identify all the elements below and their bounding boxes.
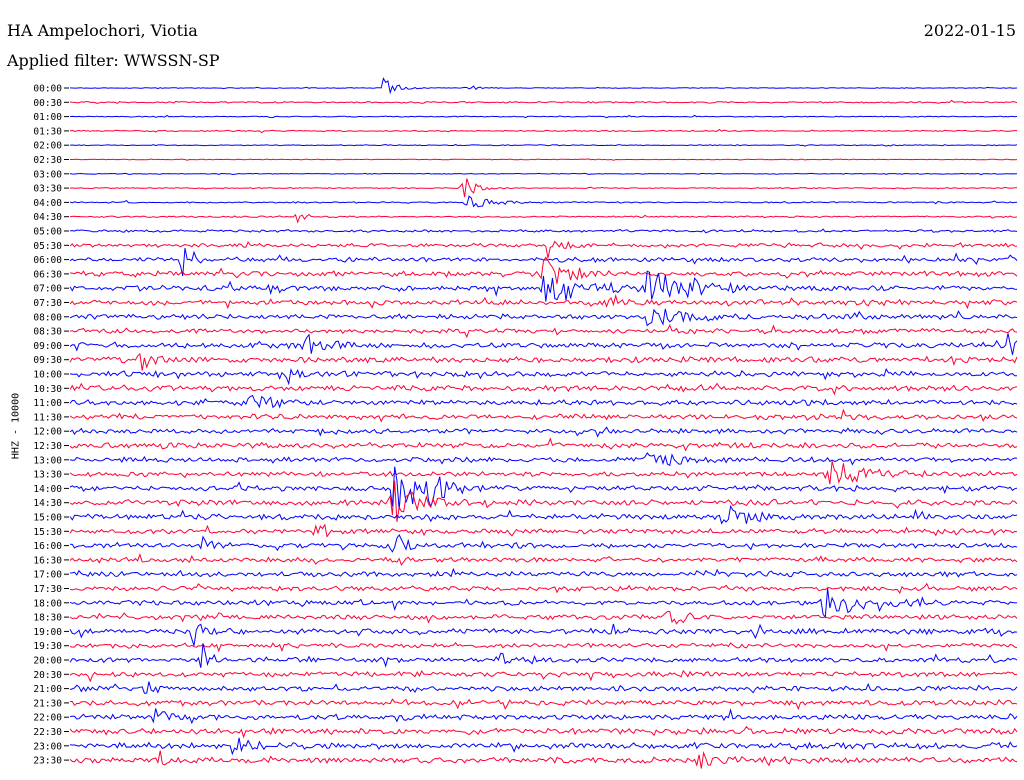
- trace-1400: [69, 466, 1018, 511]
- trace-0300: [69, 172, 1018, 176]
- row-time-label: 02:30: [33, 155, 62, 166]
- trace-0430: [69, 213, 1018, 224]
- row-time-label: 16:30: [33, 555, 62, 566]
- trace-0030: [69, 99, 1018, 104]
- trace-0730: [69, 293, 1018, 310]
- trace-1900: [69, 623, 1018, 646]
- row-time-label: 21:00: [33, 684, 62, 695]
- trace-1230: [69, 437, 1018, 452]
- row-time-label: 01:30: [33, 126, 62, 137]
- row-time-label: 19:30: [33, 641, 62, 652]
- row-time-label: 23:00: [33, 741, 62, 752]
- trace-1030: [69, 382, 1018, 396]
- trace-2230: [69, 725, 1018, 739]
- row-time-label: 06:30: [33, 269, 62, 280]
- row-time-label: 08:00: [33, 312, 62, 323]
- trace-2200: [69, 708, 1018, 725]
- trace-0000: [69, 77, 1018, 95]
- trace-1100: [69, 394, 1018, 409]
- row-time-label: 18:00: [33, 598, 62, 609]
- trace-2300: [69, 737, 1018, 756]
- trace-1800: [69, 588, 1018, 619]
- trace-1700: [69, 567, 1018, 578]
- trace-1730: [69, 582, 1018, 595]
- row-time-label: 10:00: [33, 370, 62, 381]
- row-time-label: 10:30: [33, 384, 62, 395]
- trace-1330: [69, 461, 1018, 485]
- row-time-label: 00:30: [33, 98, 62, 109]
- trace-0900: [69, 333, 1018, 355]
- trace-0930: [69, 353, 1018, 371]
- trace-0700: [69, 270, 1018, 302]
- filter-label: Applied filter: WWSSN-SP: [7, 51, 220, 70]
- row-time-label: 13:00: [33, 455, 62, 466]
- trace-0230: [70, 158, 1018, 161]
- trace-0800: [69, 308, 1018, 327]
- row-time-label: 20:00: [33, 656, 62, 667]
- station-title: HA Ampelochori, Viotia: [7, 21, 198, 40]
- row-time-label: 03:00: [33, 169, 62, 180]
- trace-1530: [69, 523, 1018, 538]
- row-time-label: 17:30: [33, 584, 62, 595]
- row-time-label: 04:30: [33, 212, 62, 223]
- row-time-label: 02:00: [33, 141, 62, 152]
- row-time-label: 19:00: [33, 627, 62, 638]
- row-time-label: 16:00: [33, 541, 62, 552]
- trace-0400: [69, 195, 1018, 208]
- trace-1300: [69, 452, 1018, 467]
- trace-2130: [70, 698, 1018, 711]
- row-time-label: 21:30: [33, 698, 62, 709]
- row-time-label: 12:00: [33, 427, 62, 438]
- trace-2330: [69, 750, 1018, 769]
- row-time-label: 20:30: [33, 670, 62, 681]
- date-label: 2022-01-15: [923, 21, 1016, 40]
- trace-1500: [69, 504, 1018, 525]
- trace-1830: [69, 610, 1018, 625]
- trace-1930: [69, 641, 1018, 653]
- trace-0200: [69, 143, 1018, 147]
- trace-0500: [69, 228, 1018, 234]
- row-time-label: 08:30: [33, 327, 62, 338]
- row-time-label: 09:30: [33, 355, 62, 366]
- trace-2030: [69, 669, 1018, 683]
- row-time-label: 05:30: [33, 241, 62, 252]
- row-time-label: 12:30: [33, 441, 62, 452]
- row-time-label: 07:00: [33, 284, 62, 295]
- row-time-label: 15:00: [33, 513, 62, 524]
- row-time-label: 11:30: [33, 412, 62, 423]
- row-time-label: 18:30: [33, 613, 62, 624]
- trace-0330: [69, 178, 1018, 198]
- row-time-label: 14:30: [33, 498, 62, 509]
- row-time-label: 11:00: [33, 398, 62, 409]
- trace-1130: [69, 408, 1018, 423]
- row-time-label: 22:30: [33, 727, 62, 738]
- trace-1600: [69, 534, 1018, 553]
- trace-1430: [69, 480, 1018, 522]
- row-time-label: 04:00: [33, 198, 62, 209]
- row-time-label: 01:00: [33, 112, 62, 123]
- row-time-label: 06:00: [33, 255, 62, 266]
- row-time-label: 22:00: [33, 713, 62, 724]
- row-time-label: 00:00: [33, 84, 62, 95]
- row-time-label: 23:30: [33, 756, 62, 767]
- row-time-label: 17:00: [33, 570, 62, 581]
- trace-1200: [69, 426, 1018, 438]
- trace-0130: [69, 128, 1017, 134]
- row-time-label: 13:30: [33, 470, 62, 481]
- trace-0530: [69, 240, 1018, 259]
- trace-1000: [69, 367, 1018, 386]
- trace-2100: [69, 681, 1018, 694]
- trace-1630: [69, 553, 1018, 566]
- trace-2000: [69, 643, 1018, 668]
- trace-0100: [69, 114, 1018, 119]
- row-time-label: 05:00: [33, 227, 62, 238]
- row-time-label: 07:30: [33, 298, 62, 309]
- row-time-label: 14:00: [33, 484, 62, 495]
- trace-0630: [69, 256, 1018, 284]
- trace-0830: [69, 323, 1018, 339]
- row-time-label: 03:30: [33, 184, 62, 195]
- row-time-label: 15:30: [33, 527, 62, 538]
- row-time-label: 09:00: [33, 341, 62, 352]
